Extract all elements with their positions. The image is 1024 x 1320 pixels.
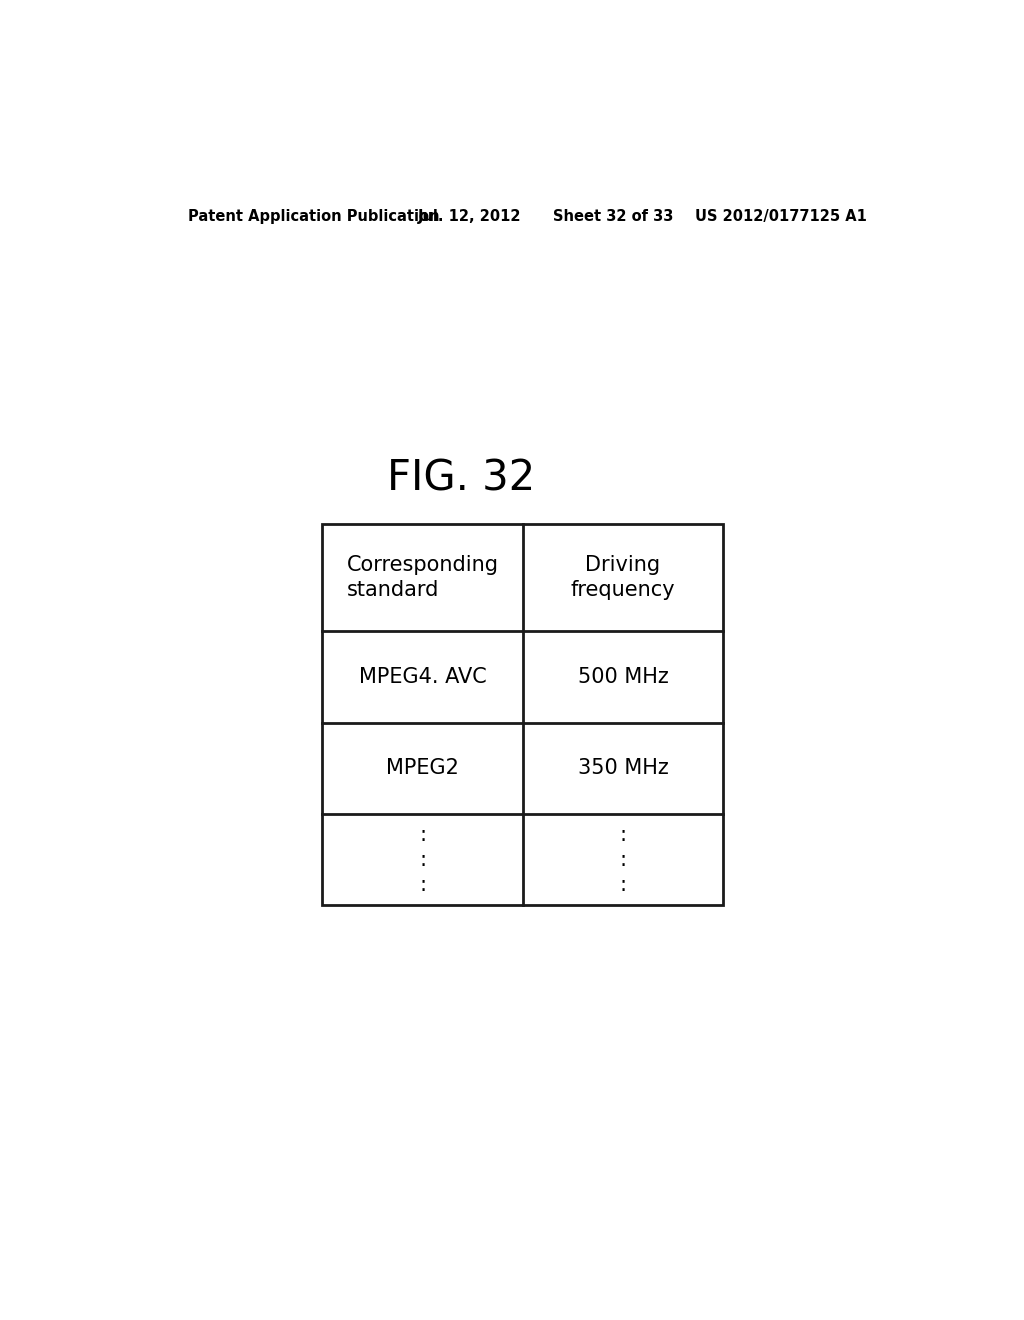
Text: MPEG2: MPEG2 [386, 758, 459, 779]
Text: Driving
frequency: Driving frequency [570, 556, 675, 601]
Text: 500 MHz: 500 MHz [578, 667, 669, 686]
Text: :
:
:: : : : [419, 825, 426, 895]
Text: :
:
:: : : : [620, 825, 627, 895]
Text: US 2012/0177125 A1: US 2012/0177125 A1 [695, 209, 867, 224]
Bar [323, 524, 723, 906]
Text: FIG. 32: FIG. 32 [387, 458, 536, 499]
Text: Sheet 32 of 33: Sheet 32 of 33 [553, 209, 673, 224]
Text: Patent Application Publication: Patent Application Publication [187, 209, 439, 224]
Text: Corresponding
standard: Corresponding standard [346, 556, 499, 601]
Text: Jul. 12, 2012: Jul. 12, 2012 [418, 209, 521, 224]
Text: 350 MHz: 350 MHz [578, 758, 669, 779]
Text: MPEG4. AVC: MPEG4. AVC [358, 667, 486, 686]
